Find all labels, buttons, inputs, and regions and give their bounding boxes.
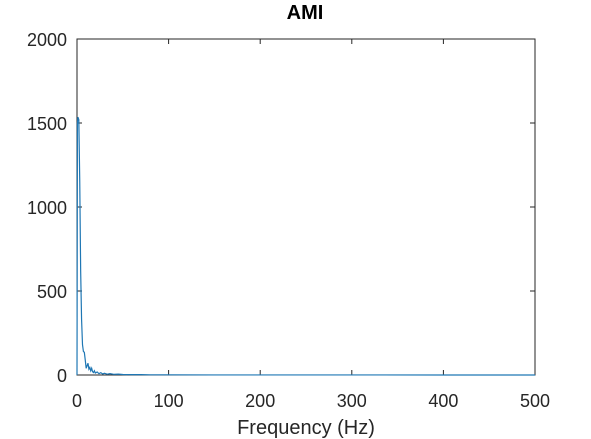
x-tick-label: 500 [520, 391, 550, 411]
y-axis: 0 500 1000 1500 2000 [27, 30, 535, 386]
x-tick-label: 300 [337, 391, 367, 411]
x-tick-label: 400 [428, 391, 458, 411]
x-tick-label: 200 [245, 391, 275, 411]
plot-area [76, 38, 536, 376]
series-line [76, 116, 536, 376]
x-tick-label: 100 [154, 391, 184, 411]
y-tick-label: 0 [57, 366, 67, 386]
y-tick-label: 1000 [27, 198, 67, 218]
chart-title: AMI [287, 2, 324, 24]
y-tick-label: 1500 [27, 114, 67, 134]
y-tick-label: 500 [37, 282, 67, 302]
y-tick-label: 2000 [27, 30, 67, 50]
x-axis-label: Frequency (Hz) [237, 417, 375, 439]
x-axis: 0 100 200 300 400 500 [72, 39, 550, 411]
x-tick-label: 0 [72, 391, 82, 411]
